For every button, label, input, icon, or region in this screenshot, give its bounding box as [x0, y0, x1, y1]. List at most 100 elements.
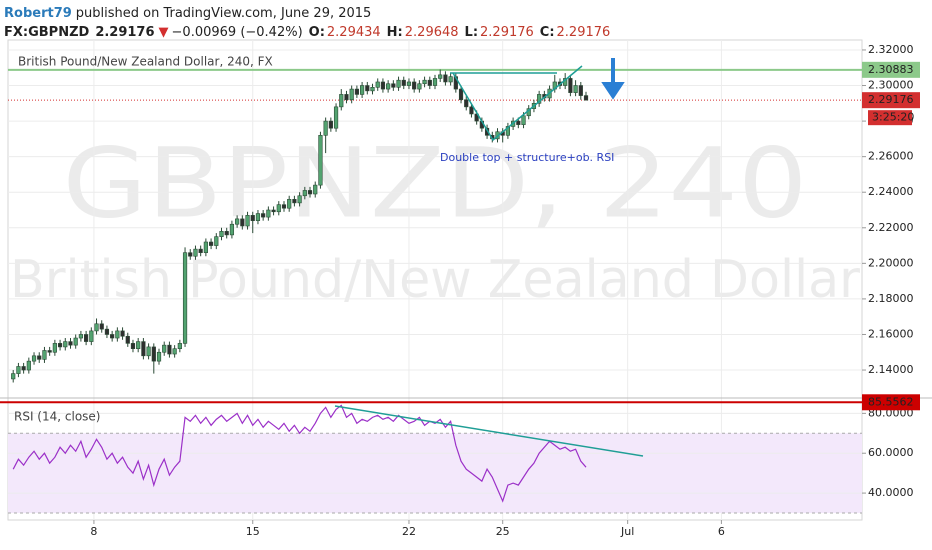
last-price: 2.29176	[95, 25, 154, 40]
candle-body	[52, 343, 57, 353]
rsi-level-label: 85.5562	[868, 395, 914, 408]
candle-body	[198, 248, 203, 253]
candle-body	[396, 79, 401, 88]
h-label: H:	[387, 25, 403, 40]
candle-body	[42, 350, 47, 360]
candle-body	[229, 223, 235, 236]
candle-body	[31, 355, 37, 362]
candle-body	[292, 199, 297, 204]
candle-body	[458, 88, 464, 101]
y-tick-label: 2.18000	[868, 292, 914, 305]
quote-line: FX:GBPNZD 2.29176 ▼ −0.00969 (−0.42%) O: 2.29…	[4, 25, 610, 40]
y-tick-label: 2.24000	[868, 185, 914, 198]
candle-body	[63, 341, 68, 348]
down-arrow	[601, 58, 625, 100]
candle-body	[151, 346, 156, 362]
direction: ▼	[159, 25, 169, 40]
publish-line: Robert79 published on TradingView.com, Ju…	[4, 6, 371, 21]
y-tick-label: 2.32000	[868, 43, 914, 56]
candle-body	[537, 94, 542, 104]
candle-body	[208, 241, 214, 246]
candle-body	[172, 348, 177, 355]
candle-body	[21, 366, 26, 371]
y-tick-label: 2.16000	[868, 327, 914, 340]
x-tick-label: 22	[402, 525, 416, 538]
candle-body	[115, 330, 120, 339]
candle-body	[302, 190, 307, 197]
candle-body	[349, 88, 354, 101]
candle-body	[401, 79, 406, 86]
c-value: 2.29176	[557, 25, 611, 40]
candle-body	[568, 78, 573, 93]
chart-frame	[7, 39, 863, 521]
candle-body	[104, 328, 110, 335]
candle-body	[110, 334, 115, 339]
candle-body	[16, 366, 21, 374]
candle-body	[136, 341, 141, 349]
candle-body	[469, 106, 474, 115]
last-price-box	[862, 92, 920, 109]
candle-body	[266, 209, 271, 218]
candle-body	[271, 209, 276, 213]
candle-body	[313, 184, 318, 195]
candle-body	[344, 94, 349, 101]
candle-body	[224, 231, 229, 236]
watermark-symbol: GBPNZD, 240	[63, 127, 808, 239]
candle-body	[78, 334, 84, 339]
hline-box	[862, 61, 920, 78]
candle-body	[182, 252, 188, 344]
drawings	[334, 58, 644, 457]
candle-body	[57, 343, 63, 348]
y-tick-label: 2.30000	[868, 79, 914, 92]
candle-body	[219, 231, 224, 237]
candle-body	[130, 343, 136, 349]
candle-body	[193, 248, 198, 257]
candle-body	[177, 343, 182, 349]
o-label: O:	[309, 25, 325, 40]
candle-body	[261, 213, 266, 218]
candle-body	[573, 85, 578, 93]
candle-body	[318, 135, 323, 186]
h-value: 2.29648	[405, 25, 459, 40]
structure-line	[452, 65, 583, 142]
candle-body	[73, 337, 78, 346]
candle-body	[250, 215, 255, 221]
candle-body	[203, 241, 208, 253]
candle-body	[406, 81, 412, 86]
x-tick-label: 6	[718, 525, 725, 538]
author: Robert79	[4, 6, 72, 21]
x-tick-label: 8	[90, 525, 97, 538]
candle-body	[370, 87, 375, 92]
c-label: C:	[540, 25, 555, 40]
candle-body	[365, 85, 370, 92]
rsi-band	[8, 433, 862, 514]
watermark-name: British Pound/New Zealand Dollar	[10, 250, 861, 310]
candle-body	[276, 204, 281, 213]
y-tick-label: 2.22000	[868, 221, 914, 234]
candle-body	[578, 85, 583, 96]
l-value: 2.29176	[480, 25, 534, 40]
countdown: 3:25:20	[872, 111, 914, 124]
candle-body	[26, 360, 31, 371]
hline-label: 2.30883	[868, 63, 914, 76]
candle-body	[375, 81, 380, 88]
candle-body	[167, 344, 172, 355]
y-tick-label: 40.0000	[868, 486, 914, 499]
candle-body	[323, 120, 328, 136]
candle-body	[188, 252, 193, 257]
x-tick-label: Jul	[620, 525, 634, 538]
x-tick-label: 25	[496, 525, 510, 538]
candle-body	[505, 126, 511, 136]
y-tick-label: 60.0000	[868, 446, 914, 459]
x-tick-label: 15	[246, 525, 260, 538]
candle-body	[47, 350, 52, 353]
plot-layer: 8 15 22 25 Jul 6 2.14000 2.16000 2.18000 2.20000 2…	[0, 40, 932, 538]
candle-body	[141, 341, 146, 357]
candle-body	[68, 341, 73, 346]
candle-body	[281, 204, 287, 209]
candle-body	[339, 94, 344, 108]
rsi-title: RSI (14, close)	[14, 410, 100, 424]
candle-body	[89, 330, 94, 342]
candle-body	[427, 79, 432, 86]
